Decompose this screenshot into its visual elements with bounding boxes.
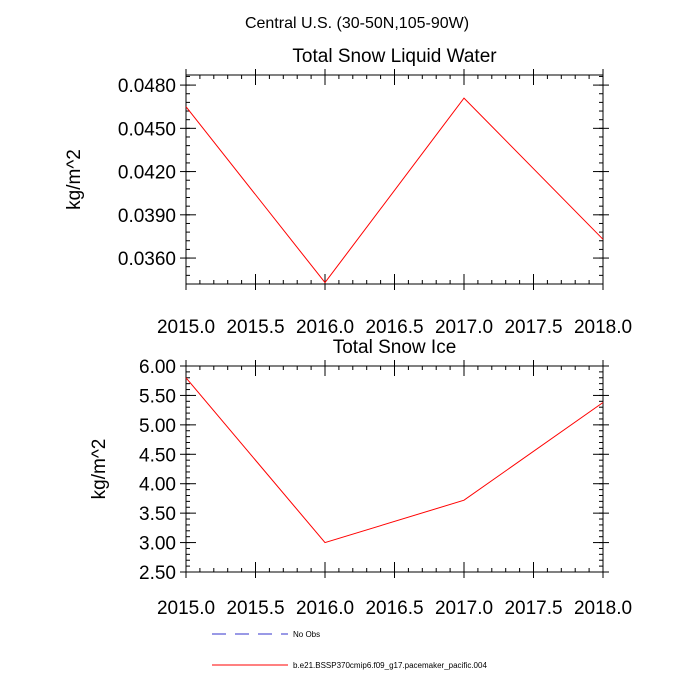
chart-panel: Total Snow Liquid Water kg/m^2 2015.0 2015.… <box>64 46 632 338</box>
x-tick-label: 2017.0 <box>435 598 493 619</box>
y-tick-label: 0.0360 <box>118 249 176 270</box>
x-tick-label: 2018.0 <box>574 598 632 619</box>
y-tick-label: 3.50 <box>139 504 176 525</box>
x-tick-label: 2017.5 <box>504 598 562 619</box>
x-tick-label: 2015.5 <box>226 598 284 619</box>
chart-title: Total Snow Ice <box>333 337 457 358</box>
figure-title: Central U.S. (30-50N,105-90W) <box>245 15 469 32</box>
y-tick-label: 0.0390 <box>118 206 176 227</box>
plot-frame <box>185 365 604 573</box>
x-tick-label: 2015.0 <box>157 598 215 619</box>
legend: No Obs b.e21.BSSP370cmip6.f09_g17.pacemak… <box>212 630 487 670</box>
legend-label: No Obs <box>293 630 320 639</box>
y-tick-label: 0.0450 <box>118 119 176 140</box>
y-axis-label: kg/m^2 <box>64 149 85 210</box>
y-tick-label: 4.50 <box>139 445 176 466</box>
y-axis-label: kg/m^2 <box>89 439 110 500</box>
x-tick-label: 2016.0 <box>296 317 354 338</box>
y-tick-label: 6.00 <box>139 357 176 378</box>
y-tick-label: 3.00 <box>139 534 176 555</box>
y-tick-label: 2.50 <box>139 563 176 584</box>
plot-frame <box>185 74 604 285</box>
x-tick-label: 2016.0 <box>296 598 354 619</box>
series-line <box>185 377 604 544</box>
x-tick-label: 2018.0 <box>574 317 632 338</box>
x-tick-label: 2016.5 <box>365 317 423 338</box>
y-tick-label: 5.50 <box>139 386 176 407</box>
chart-panel: Total Snow Ice kg/m^2 2015.0 2015.5 2016.0 20… <box>89 337 632 619</box>
y-tick-label: 0.0480 <box>118 76 176 97</box>
y-tick-label: 4.00 <box>139 475 176 496</box>
legend-label: b.e21.BSSP370cmip6.f09_g17.pacemaker_pac… <box>293 661 487 670</box>
chart-title: Total Snow Liquid Water <box>292 46 497 67</box>
y-tick-label: 0.0420 <box>118 163 176 184</box>
series-line <box>185 97 604 284</box>
x-tick-label: 2017.5 <box>504 317 562 338</box>
y-tick-label: 5.00 <box>139 416 176 437</box>
chart-panels: Total Snow Liquid Water kg/m^2 2015.0 2015.… <box>64 46 632 619</box>
x-tick-label: 2015.5 <box>226 317 284 338</box>
x-tick-label: 2016.5 <box>365 598 423 619</box>
x-tick-label: 2015.0 <box>157 317 215 338</box>
x-tick-label: 2017.0 <box>435 317 493 338</box>
